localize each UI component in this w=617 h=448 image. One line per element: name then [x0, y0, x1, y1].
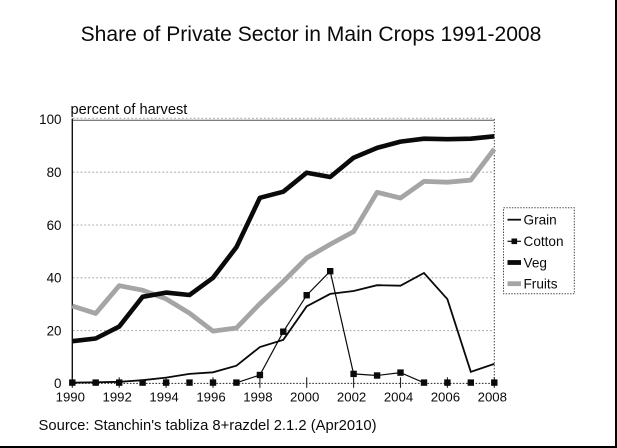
svg-text:1998: 1998: [243, 390, 272, 405]
svg-text:Grain: Grain: [524, 213, 557, 228]
svg-text:Share of Private Sector in Mai: Share of Private Sector in Main Crops 19…: [81, 23, 542, 46]
svg-text:Source: Stanchin's tabliza 8+r: Source: Stanchin's tabliza 8+razdel 2.1.…: [39, 418, 377, 434]
svg-text:Cotton: Cotton: [524, 234, 564, 249]
svg-text:100: 100: [39, 112, 61, 127]
svg-text:2000: 2000: [290, 390, 319, 405]
svg-text:percent of harvest: percent of harvest: [71, 102, 188, 118]
svg-text:2006: 2006: [431, 390, 460, 405]
svg-text:1990: 1990: [56, 390, 85, 405]
svg-text:80: 80: [47, 165, 62, 180]
svg-text:1996: 1996: [196, 390, 225, 405]
svg-text:1994: 1994: [149, 390, 178, 405]
svg-text:40: 40: [47, 271, 62, 286]
svg-text:Veg: Veg: [524, 255, 547, 270]
svg-text:1992: 1992: [103, 390, 132, 405]
svg-text:20: 20: [47, 323, 62, 338]
svg-text:2008: 2008: [478, 390, 507, 405]
svg-text:0: 0: [54, 376, 61, 391]
svg-text:2002: 2002: [337, 390, 366, 405]
svg-text:Fruits: Fruits: [524, 277, 558, 292]
svg-text:2004: 2004: [384, 390, 413, 405]
svg-text:60: 60: [47, 218, 62, 233]
